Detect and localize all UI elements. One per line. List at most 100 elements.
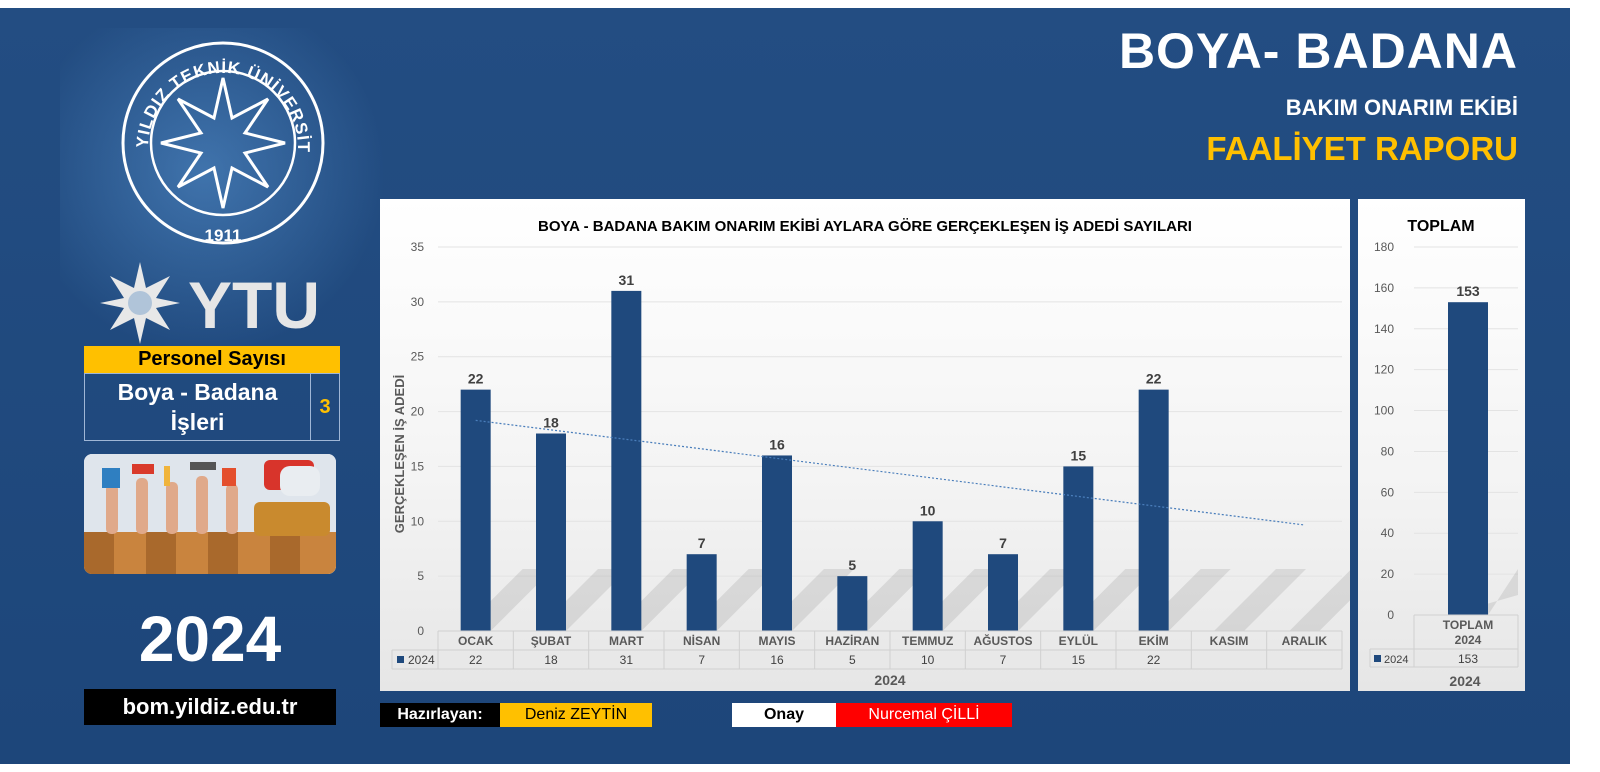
hammer-icon xyxy=(190,462,216,470)
ytu-brand-text: YTU xyxy=(188,268,320,342)
x-tick-label: TOPLAM xyxy=(1443,618,1493,632)
bar-value-label: 16 xyxy=(769,436,785,452)
bar xyxy=(536,433,566,631)
tools-illustration xyxy=(84,454,336,574)
legend-label: 2024 xyxy=(1384,654,1408,666)
personnel-label-line2: İşleri xyxy=(170,409,225,435)
y-tick-label: 160 xyxy=(1374,281,1394,295)
bar-value-label: 7 xyxy=(999,535,1007,551)
screwdriver-icon xyxy=(164,466,170,486)
report-title: BOYA- BADANA xyxy=(1118,23,1518,79)
tool-belt-icon xyxy=(254,502,330,536)
bar-shadow xyxy=(1214,569,1306,631)
table-cell: 15 xyxy=(1072,653,1086,667)
legend-swatch xyxy=(397,656,404,663)
personnel-label: Boya - Badana İşleri xyxy=(85,374,311,440)
personnel-table: Personel Sayısı Boya - Badana İşleri 3 xyxy=(84,346,340,441)
bar xyxy=(988,554,1018,631)
y-tick-label: 5 xyxy=(417,569,424,583)
bar-value-label: 18 xyxy=(543,415,559,431)
total-chart-title: TOPLAM xyxy=(1407,218,1474,235)
prepared-label: Hazırlayan: xyxy=(380,703,500,727)
x-tick-label: AĞUSTOS xyxy=(973,633,1032,648)
y-tick-label: 10 xyxy=(411,514,425,528)
bar-value-label: 22 xyxy=(468,371,484,387)
bar-shadow xyxy=(1289,569,1382,631)
bar xyxy=(1448,302,1488,615)
report-subtitle: BAKIM ONARIM EKİBİ xyxy=(1285,95,1518,120)
x-tick-label: NİSAN xyxy=(683,633,720,648)
x-tick-label: EYLÜL xyxy=(1059,633,1098,648)
x-tick-label: OCAK xyxy=(458,634,494,648)
bar-value-label: 15 xyxy=(1071,447,1087,463)
paint-roller-icon xyxy=(102,468,120,488)
y-tick-label: 80 xyxy=(1381,444,1395,458)
x-tick-label: ŞUBAT xyxy=(531,634,572,648)
table-cell: 31 xyxy=(620,653,634,667)
website-link[interactable]: bom.yildiz.edu.tr xyxy=(84,689,336,725)
y-tick-label: 30 xyxy=(411,295,425,309)
table-cell: 18 xyxy=(544,653,558,667)
table-cell: 7 xyxy=(1000,653,1007,667)
bar xyxy=(686,554,717,631)
y-tick-label: 180 xyxy=(1374,240,1394,254)
bar xyxy=(762,455,792,631)
x-tick-label: HAZİRAN xyxy=(825,633,879,648)
bar xyxy=(837,576,868,631)
y-tick-label: 0 xyxy=(1387,608,1394,622)
bar xyxy=(460,389,491,631)
total-bar-chart: TOPLAM 2024 0 20 40 60 80 100 120 140 160 180 153… xyxy=(1369,218,1519,689)
approval-label: Onay xyxy=(732,703,836,727)
x-tick-label: KASIM xyxy=(1210,634,1249,648)
y-tick-label: 25 xyxy=(411,350,425,364)
bar xyxy=(1063,466,1094,631)
table-cell: 22 xyxy=(1147,653,1161,667)
x-axis-label: 2024 xyxy=(874,672,905,688)
x-tick-label: MART xyxy=(609,634,644,648)
y-tick-label: 140 xyxy=(1374,322,1394,336)
approval-name: Nurcemal ÇİLLİ xyxy=(836,703,1012,727)
chart-title: BOYA - BADANA BAKIM ONARIM EKİBİ AYLARA … xyxy=(538,218,1192,235)
y-tick-label: 100 xyxy=(1374,404,1394,418)
university-seal-logo: YILDIZ TEKNİK ÜNİVERSİTESİ 1911 xyxy=(118,38,325,245)
x-tick-label: EKİM xyxy=(1139,633,1169,648)
legend-label: 2024 xyxy=(408,653,435,667)
y-tick-label: 20 xyxy=(411,405,425,419)
x-tick-label: 2024 xyxy=(1455,633,1482,647)
seal-text: YILDIZ TEKNİK ÜNİVERSİTESİ xyxy=(118,38,312,153)
bar-value-label: 10 xyxy=(920,502,936,518)
table-cell: 153 xyxy=(1458,652,1478,666)
bar-value-label: 22 xyxy=(1146,371,1162,387)
x-tick-label: TEMMUZ xyxy=(902,634,953,648)
table-cell: 16 xyxy=(770,653,784,667)
bar-value-label: 7 xyxy=(698,535,706,551)
y-tick-label: 20 xyxy=(1381,567,1395,581)
bar-value-label: 31 xyxy=(619,272,635,288)
x-tick-label: MAYIS xyxy=(759,634,796,648)
seal-year: 1911 xyxy=(205,226,242,245)
ytu-logo: YTU xyxy=(100,262,320,344)
bar xyxy=(912,521,943,631)
personnel-count: 3 xyxy=(319,395,331,418)
y-tick-label: 120 xyxy=(1374,363,1394,377)
bar xyxy=(611,290,642,631)
prepared-name: Deniz ZEYTİN xyxy=(500,703,652,727)
bar-value-label: 5 xyxy=(848,557,856,573)
table-cell: 10 xyxy=(921,653,935,667)
report-type: FAALİYET RAPORU xyxy=(1206,130,1518,167)
y-tick-label: 0 xyxy=(417,624,424,638)
monthly-bar-chart: BOYA - BADANA BAKIM ONARIM EKİBİ AYLARA … xyxy=(391,218,1382,688)
y-tick-label: 40 xyxy=(1381,526,1395,540)
personnel-row: Boya - Badana İşleri 3 xyxy=(84,373,340,441)
trendline xyxy=(475,419,1305,526)
y-tick-label: 15 xyxy=(411,459,425,473)
pliers-icon xyxy=(222,468,236,486)
svg-text:YILDIZ TEKNİK ÜNİVERSİTESİ: YILDIZ TEKNİK ÜNİVERSİTESİ xyxy=(118,38,313,153)
table-cell: 22 xyxy=(469,653,483,667)
wrench-icon xyxy=(132,464,154,474)
total-x-axis-label: 2024 xyxy=(1449,673,1480,689)
monthly-chart-panel: BOYA - BADANA BAKIM ONARIM EKİBİ AYLARA … xyxy=(380,199,1382,691)
y-tick-label: 60 xyxy=(1381,485,1395,499)
bar xyxy=(1138,389,1169,631)
star-icon xyxy=(160,77,286,209)
